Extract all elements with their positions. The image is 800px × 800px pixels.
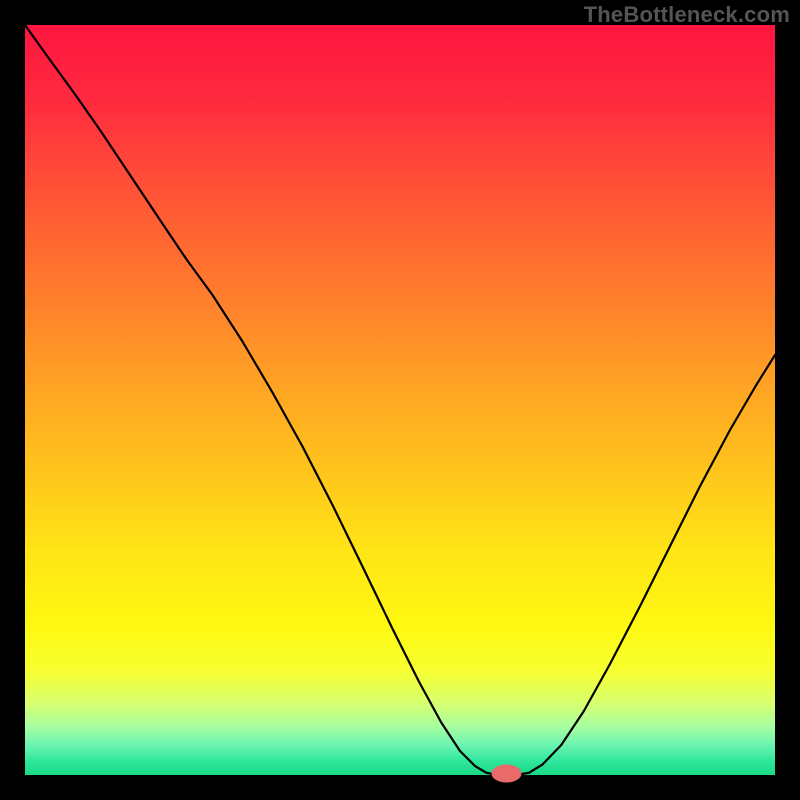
plot-area bbox=[25, 25, 775, 775]
chart-container: TheBottleneck.com bbox=[0, 0, 800, 800]
watermark-label: TheBottleneck.com bbox=[584, 2, 790, 28]
chart-svg bbox=[0, 0, 800, 800]
optimal-marker bbox=[492, 765, 522, 783]
